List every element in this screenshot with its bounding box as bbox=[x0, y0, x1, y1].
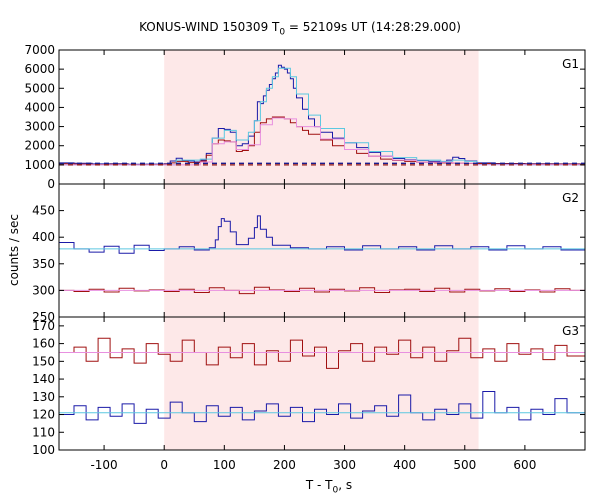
series-g1-cyan-2 bbox=[59, 67, 585, 166]
y-tick-label: 150 bbox=[32, 354, 55, 368]
x-tick-label: 500 bbox=[453, 458, 476, 472]
x-title-suffix: , s bbox=[338, 478, 353, 492]
y-tick-label: 6000 bbox=[24, 62, 55, 76]
y-tick-label: 100 bbox=[32, 443, 55, 457]
y-tick-label: 450 bbox=[32, 204, 55, 218]
y-tick-label: 160 bbox=[32, 337, 55, 351]
y-tick-label: 2000 bbox=[24, 139, 55, 153]
y-tick-label: 110 bbox=[32, 425, 55, 439]
y-tick-label: 140 bbox=[32, 372, 55, 386]
x-tick-label: 200 bbox=[273, 458, 296, 472]
y-tick-label: 350 bbox=[32, 257, 55, 271]
y-tick-label: 250 bbox=[32, 310, 55, 324]
y-tick-label: 120 bbox=[32, 408, 55, 422]
y-tick-label: 170 bbox=[32, 319, 55, 333]
y-tick-label: 1000 bbox=[24, 158, 55, 172]
chart-title: KONUS-WIND 150309 T0 = 52109s UT (14:28:… bbox=[0, 20, 600, 37]
y-tick-label: 3000 bbox=[24, 120, 55, 134]
series-g3-red-0 bbox=[59, 337, 586, 369]
x-axis-title: T - T0, s bbox=[0, 478, 600, 495]
x-tick-label: 100 bbox=[213, 458, 236, 472]
x-tick-label: 400 bbox=[393, 458, 416, 472]
title-subscript: 0 bbox=[279, 27, 286, 38]
x-tick-label: -100 bbox=[90, 458, 117, 472]
y-tick-label: 130 bbox=[32, 390, 55, 404]
shaded-interval-g3 bbox=[164, 317, 479, 450]
series-g1-pink-3 bbox=[59, 117, 586, 166]
y-tick-label: 0 bbox=[47, 177, 55, 191]
series-g3-blue-1 bbox=[59, 391, 586, 424]
panel-label-g2: G2 bbox=[562, 191, 579, 205]
y-tick-label: 400 bbox=[32, 230, 55, 244]
panel-frame-g3 bbox=[58, 316, 586, 451]
x-tick-label: 300 bbox=[333, 458, 356, 472]
y-tick-label: 4000 bbox=[24, 100, 55, 114]
title-suffix: = 52109s UT (14:28:29.000) bbox=[285, 20, 461, 34]
y-tick-label: 5000 bbox=[24, 81, 55, 95]
x-title-subscript: 0 bbox=[332, 485, 339, 496]
y-axis-title: counts / sec bbox=[7, 214, 21, 287]
title-prefix: KONUS-WIND 150309 T bbox=[139, 20, 280, 34]
y-tick-label: 300 bbox=[32, 283, 55, 297]
y-tick-label: 7000 bbox=[24, 43, 55, 57]
x-tick-label: 600 bbox=[513, 458, 536, 472]
x-tick-label: 0 bbox=[160, 458, 168, 472]
panel-label-g1: G1 bbox=[562, 57, 579, 71]
shaded-interval-g1 bbox=[164, 50, 479, 184]
x-title-prefix: T - T bbox=[305, 478, 333, 492]
panel-label-g3: G3 bbox=[562, 324, 579, 338]
